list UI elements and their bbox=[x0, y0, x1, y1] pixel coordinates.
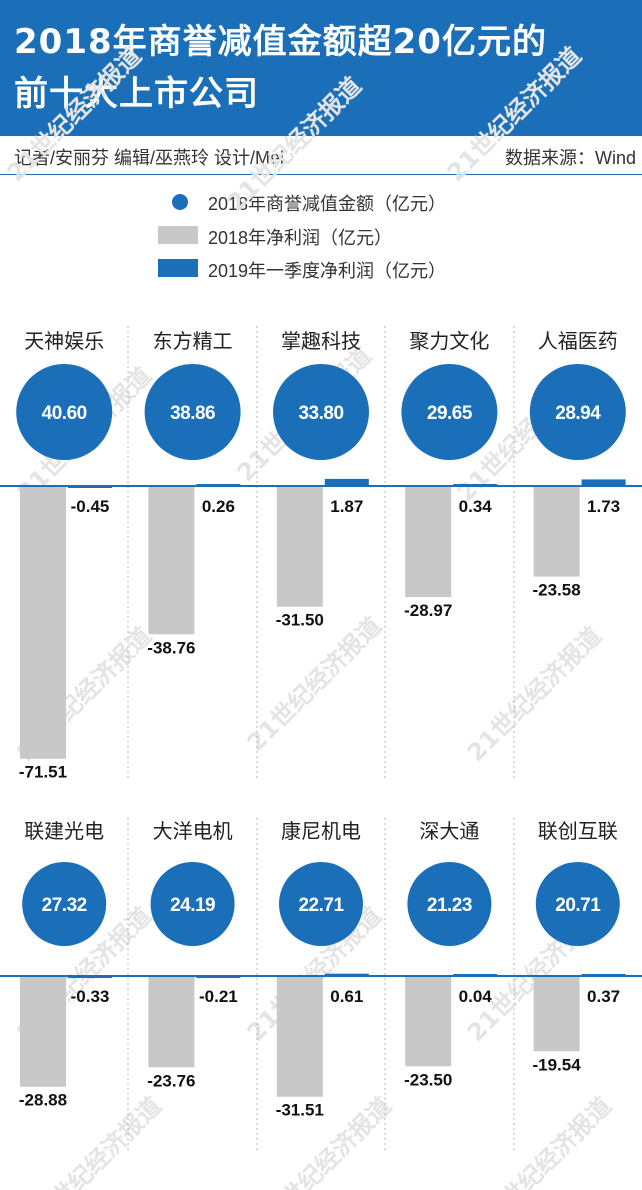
company-name-label: 聚力文化 bbox=[409, 329, 489, 353]
watermark-text: 21世纪经济报道 bbox=[2, 42, 147, 187]
impairment-value-label: 40.60 bbox=[42, 403, 87, 424]
profit-2018-value-label: -23.76 bbox=[147, 1071, 195, 1090]
profit-2019q1-value-label: 0.26 bbox=[202, 497, 235, 516]
profit-2019q1-bar bbox=[453, 974, 498, 976]
profit-2019q1-bar bbox=[196, 976, 241, 978]
impairment-value-label: 33.80 bbox=[298, 403, 343, 424]
company-name-label: 联建光电 bbox=[24, 819, 104, 843]
profit-2018-bar bbox=[148, 977, 195, 1068]
impairment-circle bbox=[16, 364, 113, 460]
blue-bar-legend-icon bbox=[158, 259, 198, 277]
profit-2019q1-bar bbox=[581, 479, 626, 486]
impairment-circle bbox=[407, 862, 492, 946]
profit-2018-bar bbox=[276, 977, 323, 1097]
chart-title-line2: 前十大上市公司 bbox=[14, 74, 259, 114]
watermark-text: 21世纪经济报道 bbox=[472, 1092, 617, 1190]
impairment-value-label: 38.86 bbox=[170, 403, 215, 424]
profit-2018-value-label: -31.51 bbox=[276, 1101, 324, 1120]
profit-2019q1-value-label: 1.87 bbox=[330, 497, 363, 516]
profit-2019q1-value-label: -0.21 bbox=[199, 987, 238, 1006]
profit-2018-value-label: -71.51 bbox=[19, 763, 67, 782]
profit-2019q1-value-label: 0.37 bbox=[587, 987, 620, 1006]
profit-2018-bar bbox=[276, 487, 323, 607]
watermark-text: 21世纪经济报道 bbox=[242, 612, 387, 757]
profit-2018-bar bbox=[148, 487, 195, 635]
profit-2018-value-label: -23.58 bbox=[532, 581, 580, 600]
impairment-circle bbox=[22, 862, 107, 946]
profit-2018-bar bbox=[405, 977, 452, 1067]
title-banner: 2018年商誉减值金额超20亿元的 前十大上市公司 bbox=[0, 0, 642, 136]
impairment-circle bbox=[279, 862, 363, 946]
legend-label-profit-2019q1: 2019年一季度净利润（亿元） bbox=[208, 261, 447, 281]
company-name-label: 康尼机电 bbox=[281, 819, 361, 843]
company-name-label: 掌趣科技 bbox=[281, 329, 361, 353]
profit-2019q1-value-label: 1.73 bbox=[587, 497, 620, 516]
company-name-label: 东方精工 bbox=[153, 329, 233, 353]
watermark-text: 21世纪经济报道 bbox=[252, 1092, 397, 1190]
watermark-text: 21世纪经济报道 bbox=[442, 42, 587, 187]
profit-2018-value-label: -28.88 bbox=[19, 1091, 67, 1110]
company-name-label: 深大通 bbox=[419, 819, 479, 843]
profit-2019q1-value-label: 0.61 bbox=[330, 987, 363, 1006]
chart-title-line1: 2018年商誉减值金额超20亿元的 bbox=[14, 22, 547, 62]
watermark-text: 21世纪经济报道 bbox=[462, 622, 607, 767]
profit-2018-bar bbox=[20, 487, 66, 759]
profit-2019q1-bar bbox=[68, 976, 112, 978]
impairment-circle bbox=[144, 364, 241, 460]
profit-2019q1-value-label: -0.45 bbox=[71, 497, 110, 516]
impairment-value-label: 27.32 bbox=[42, 895, 87, 916]
company-name-label: 联创互联 bbox=[538, 819, 618, 843]
profit-2019q1-bar bbox=[196, 484, 241, 486]
profit-2018-value-label: -38.76 bbox=[147, 638, 195, 657]
impairment-circle bbox=[401, 364, 498, 460]
profit-2018-value-label: -19.54 bbox=[532, 1055, 581, 1074]
impairment-circle bbox=[529, 364, 626, 460]
profit-2018-bar bbox=[533, 487, 580, 577]
profit-2019q1-value-label: 0.34 bbox=[459, 497, 493, 516]
company-name-label: 人福医药 bbox=[538, 329, 618, 353]
impairment-circle bbox=[150, 862, 235, 946]
profit-2018-value-label: -28.97 bbox=[404, 601, 452, 620]
impairment-value-label: 29.65 bbox=[427, 403, 473, 424]
profit-2018-bar bbox=[20, 977, 66, 1087]
company-name-label: 天神娱乐 bbox=[24, 329, 104, 353]
profit-2019q1-value-label: -0.33 bbox=[71, 987, 110, 1006]
impairment-circle bbox=[535, 862, 620, 946]
impairment-value-label: 22.71 bbox=[298, 895, 344, 916]
impairment-value-label: 24.19 bbox=[170, 895, 215, 916]
company-name-label: 大洋电机 bbox=[153, 819, 233, 843]
impairment-value-label: 21.23 bbox=[427, 895, 472, 916]
profit-2018-value-label: -23.50 bbox=[404, 1070, 452, 1089]
impairment-value-label: 20.71 bbox=[555, 895, 601, 916]
impairment-circle bbox=[273, 364, 369, 460]
profit-2019q1-bar bbox=[581, 974, 626, 976]
profit-2018-bar bbox=[405, 487, 452, 598]
watermark-text: 21世纪经济报道 bbox=[222, 72, 367, 217]
circle-legend-icon bbox=[172, 194, 188, 210]
credit-divider bbox=[0, 174, 642, 175]
profit-2019q1-bar bbox=[324, 973, 369, 976]
legend-label-impairment: 2018年商誉减值金额（亿元） bbox=[208, 194, 447, 214]
gray-bar-legend-icon bbox=[158, 226, 198, 244]
profit-2019q1-bar bbox=[324, 478, 369, 486]
profit-2018-bar bbox=[533, 977, 580, 1052]
profit-2019q1-bar bbox=[453, 484, 498, 486]
credits-text: 记者/安丽芬 编辑/巫燕玲 设计/Mel bbox=[14, 148, 285, 168]
profit-2018-value-label: -31.50 bbox=[276, 611, 324, 630]
legend-label-profit-2018: 2018年净利润（亿元） bbox=[208, 228, 393, 248]
impairment-value-label: 28.94 bbox=[555, 403, 601, 424]
profit-2019q1-bar bbox=[68, 486, 112, 488]
data-source-text: 数据来源：Wind bbox=[504, 148, 636, 168]
profit-2019q1-value-label: 0.04 bbox=[459, 987, 493, 1006]
